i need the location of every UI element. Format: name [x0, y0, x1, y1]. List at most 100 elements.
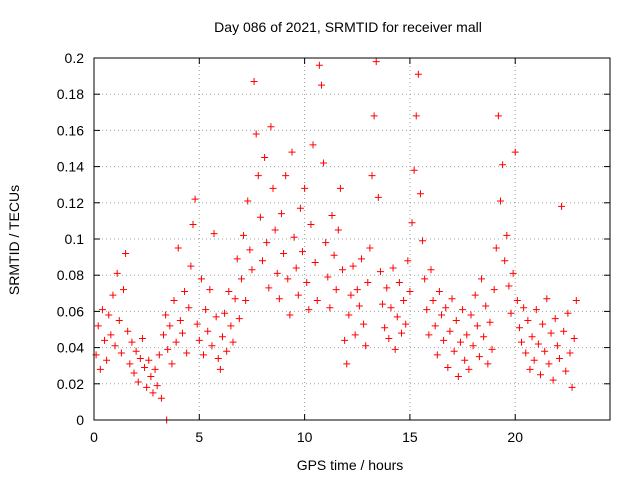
data-point: [309, 141, 317, 149]
data-point: [427, 266, 435, 274]
data-point: [204, 327, 212, 335]
data-point: [197, 275, 205, 283]
data-point: [128, 338, 136, 346]
data-point: [465, 365, 473, 373]
data-point: [463, 331, 471, 339]
data-point: [446, 327, 454, 335]
data-point: [313, 297, 321, 305]
data-point: [549, 376, 557, 384]
data-point: [160, 331, 168, 339]
data-point: [94, 322, 102, 330]
data-point: [564, 309, 572, 317]
data-point: [124, 327, 132, 335]
data-point: [402, 320, 410, 328]
data-point: [246, 246, 254, 254]
y-tick-label: 0: [76, 412, 84, 428]
data-point: [343, 360, 351, 368]
data-point: [467, 311, 475, 319]
data-point: [389, 264, 397, 272]
data-point: [248, 266, 256, 274]
y-tick-label: 0.04: [57, 340, 84, 356]
data-point: [174, 244, 182, 252]
data-point: [277, 210, 285, 218]
data-point: [355, 302, 363, 310]
data-point: [553, 342, 561, 350]
data-point: [250, 78, 258, 86]
data-point: [555, 354, 563, 362]
data-point: [511, 148, 519, 156]
data-point: [138, 335, 146, 343]
data-point: [157, 394, 165, 402]
data-point: [132, 347, 140, 355]
data-point: [558, 202, 566, 210]
data-point: [459, 306, 467, 314]
data-point: [421, 275, 429, 283]
data-point: [311, 259, 319, 267]
data-point: [126, 360, 134, 368]
data-point: [290, 233, 298, 241]
data-point: [136, 354, 144, 362]
data-point: [522, 349, 530, 357]
data-point: [145, 356, 153, 364]
data-point: [490, 286, 498, 294]
data-point: [496, 197, 504, 205]
data-point: [360, 320, 368, 328]
data-point: [486, 318, 494, 326]
data-point: [526, 365, 534, 373]
data-point: [208, 342, 216, 350]
x-axis-label: GPS time / hours: [297, 457, 404, 473]
data-point: [320, 159, 328, 167]
data-point: [488, 345, 496, 353]
data-point: [473, 322, 481, 330]
data-point: [109, 291, 117, 299]
data-point: [151, 365, 159, 373]
y-tick-label: 0.18: [57, 86, 84, 102]
data-point: [187, 262, 195, 270]
grid: [94, 58, 610, 420]
data-point: [341, 336, 349, 344]
data-point: [370, 112, 378, 120]
data-point: [362, 342, 370, 350]
data-point: [364, 278, 372, 286]
data-point: [258, 257, 266, 265]
data-point: [570, 335, 578, 343]
data-point: [227, 322, 235, 330]
data-point: [562, 367, 570, 375]
data-point: [429, 297, 437, 305]
data-point: [322, 239, 330, 247]
data-point: [482, 302, 490, 310]
data-point: [383, 284, 391, 292]
data-point: [252, 130, 260, 138]
data-point: [242, 297, 250, 305]
data-point: [545, 360, 553, 368]
data-point: [423, 306, 431, 314]
data-point: [265, 284, 273, 292]
data-point: [206, 286, 214, 294]
data-point: [231, 295, 239, 303]
data-point: [284, 275, 292, 283]
data-point: [176, 316, 184, 324]
data-point: [536, 371, 544, 379]
data-point: [543, 295, 551, 303]
data-point: [233, 255, 241, 263]
y-tick-label: 0.2: [65, 50, 85, 66]
data-point: [122, 249, 130, 257]
data-point: [269, 184, 277, 192]
data-point: [456, 338, 464, 346]
data-point: [478, 275, 486, 283]
data-point: [189, 221, 197, 229]
data-point: [210, 230, 218, 238]
data-point: [294, 291, 302, 299]
data-point: [566, 349, 574, 357]
data-point: [539, 320, 547, 328]
x-tick-label: 5: [195, 429, 203, 445]
data-point: [244, 197, 252, 205]
data-point: [416, 190, 424, 198]
data-point: [153, 382, 161, 390]
data-point: [469, 342, 477, 350]
data-point: [425, 331, 433, 339]
data-point: [162, 311, 170, 319]
data-point: [475, 353, 483, 361]
data-point: [178, 329, 186, 337]
data-point: [317, 81, 325, 89]
